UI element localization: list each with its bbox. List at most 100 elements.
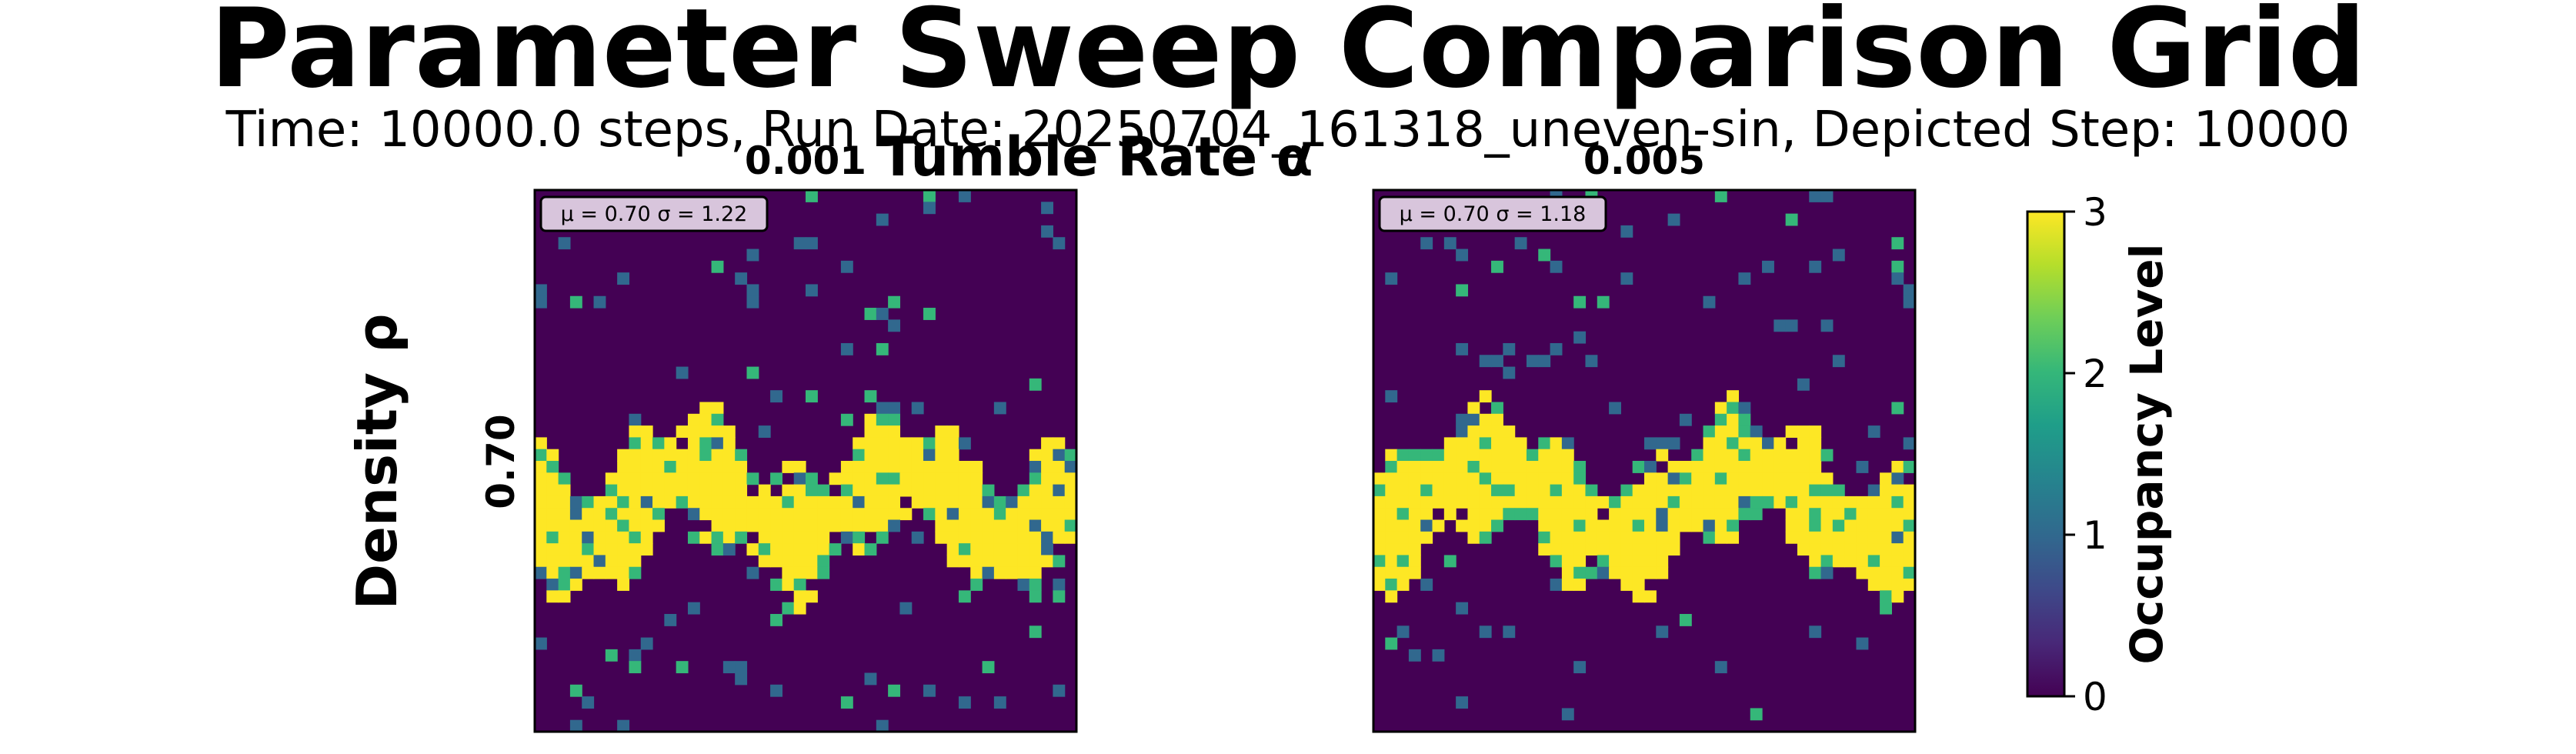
heatmap-cell [970,495,983,509]
heatmap-cell [722,495,736,509]
heatmap-cell [840,508,853,521]
heatmap-cell [1491,355,1503,368]
heatmap-cell [546,579,559,591]
heatmap-cell [840,519,853,532]
heatmap-cell [1891,579,1904,591]
heatmap-cell [876,531,889,544]
heatmap-cell [1609,402,1621,415]
heatmap-cell [629,425,642,438]
heatmap-cell [1396,449,1410,462]
heatmap-cell [1620,225,1633,238]
heatmap-cell [970,579,983,591]
heatmap-cell [558,579,571,591]
heatmap-cell [1573,331,1587,344]
heatmap-cell [1856,508,1869,521]
heatmap-cell [1809,260,1822,273]
heatmap-cell [1667,495,1680,509]
heatmap-cell [1856,495,1869,509]
heatmap-cell [1420,484,1433,497]
heatmap-cell [876,213,889,226]
heatmap-cell [1785,508,1798,521]
heatmap-cell [1573,531,1587,544]
heatmap-cell [546,531,559,544]
heatmap-cell [1620,484,1633,497]
heatmap-cell [1644,555,1657,568]
heatmap-cell [582,531,595,544]
heatmap-cell [1514,461,1527,473]
heatmap-cell [558,495,571,509]
heatmap-cell [1832,555,1845,568]
heatmap-cell [1420,579,1433,591]
heatmap-cell [1385,590,1398,603]
heatmap-cell [1891,555,1904,568]
heatmap-cell [1041,202,1053,215]
heatmap-cell [1064,531,1077,544]
heatmap-cell [1561,708,1574,721]
heatmap-cell [806,543,818,556]
heatmap-cell [1856,519,1869,532]
heatmap-cell [876,437,889,450]
heatmap-cell [1597,519,1610,532]
heatmap-cell [1703,295,1716,309]
heatmap-cell [993,696,1006,709]
heatmap-cell [629,555,642,568]
heatmap-cell [1891,543,1904,556]
heatmap-cell [1396,566,1410,579]
heatmap-cell [876,495,889,509]
heatmap-cell [558,566,571,579]
heatmap-cell [629,437,642,450]
heatmap-frame [1372,188,1917,733]
heatmap-cell [1774,495,1787,509]
heatmap-cell [711,495,724,509]
heatmap-cell [1903,295,1916,309]
heatmap-cell [1550,484,1563,497]
heatmap-cell [958,472,971,485]
heatmap-cell [782,461,795,473]
heatmap-cell [1867,495,1880,509]
heatmap-cell [1644,437,1657,450]
heatmap-cell [1691,519,1704,532]
heatmap-cell [1573,579,1587,591]
heatmap-cell [546,472,559,485]
heatmap-cell [1727,484,1740,497]
heatmap-cell [1561,495,1574,509]
heatmap-cell [1443,495,1457,509]
heatmap-cell [582,555,595,568]
heatmap-cell [864,449,877,462]
heatmap-cell [1691,461,1704,473]
heatmap-cell [864,484,877,497]
heatmap-cell [640,484,653,497]
heatmap-cell [629,519,642,532]
heatmap-cell [652,519,665,532]
heatmap-cell [1667,472,1680,485]
heatmap-cell [782,543,795,556]
heatmap-cell [1880,484,1892,497]
heatmap-cell [1053,461,1066,473]
heatmap-cell [1738,402,1751,415]
heatmap-cell [1679,461,1692,473]
heatmap-cell [699,437,712,450]
heatmap-cell [605,543,618,556]
heatmap-cell [629,449,642,462]
heatmap-cell [1762,461,1774,473]
heatmap-cell [1373,543,1386,556]
heatmap-cell [935,495,948,509]
heatmap-cell [711,508,724,521]
heatmap-cell [806,519,818,532]
heatmap-cell [876,461,889,473]
heatmap-cell [958,484,971,497]
heatmap-cell [1809,566,1822,579]
heatmap-cell [982,519,995,532]
heatmap-cell [1785,484,1798,497]
heatmap-cell [1597,295,1610,309]
heatmap-cell [1538,449,1551,462]
heatmap-cell [1491,519,1503,532]
heatmap-cell [1573,508,1587,521]
heatmap-cell [629,543,642,556]
heatmap-cell [1632,543,1645,556]
heatmap-cell [1809,472,1822,485]
heatmap-cell [1762,437,1774,450]
heatmap-cell [1867,519,1880,532]
heatmap-cell [1832,519,1845,532]
heatmap-cell [664,484,677,497]
